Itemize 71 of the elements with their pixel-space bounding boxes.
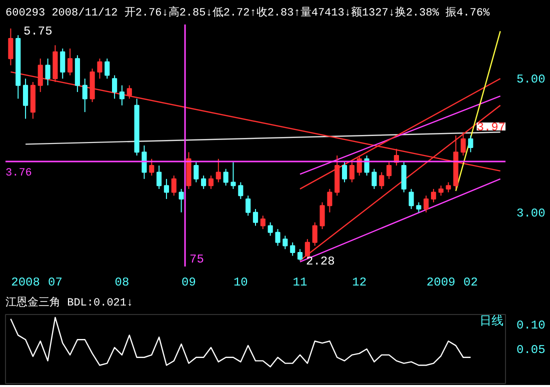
candlestick (194, 162, 199, 183)
candlestick (97, 58, 102, 80)
candlestick (408, 188, 414, 210)
candlestick (230, 162, 236, 190)
x-tick-label: 2009 (426, 276, 456, 290)
x-tick-label: 09 (182, 276, 196, 290)
candlestick (349, 162, 354, 183)
candlestick (312, 222, 318, 246)
candlestick (379, 172, 384, 190)
candlestick (252, 208, 258, 226)
y-tick-label: 0.10 (516, 318, 546, 332)
candlestick (401, 162, 406, 193)
ref-line-label: 3.76 (6, 168, 32, 180)
candlestick (223, 168, 228, 186)
candlestick (119, 84, 125, 106)
annotation: 75 (190, 252, 204, 266)
candlestick (275, 228, 280, 246)
candlestick (156, 165, 162, 190)
candlestick (460, 132, 466, 156)
x-tick-label: 10 (233, 276, 248, 290)
candlestick (8, 28, 14, 66)
candlestick (216, 158, 221, 183)
x-tick-label: 07 (48, 276, 62, 290)
candlestick (297, 248, 303, 261)
candlestick (104, 58, 110, 80)
candlestick (60, 48, 66, 80)
candlestick (260, 215, 266, 230)
chart-title: 江恩金三角 BDL:0.021↓ (6, 296, 134, 310)
candlestick (386, 162, 392, 180)
line-series (10, 316, 472, 368)
candlestick (22, 78, 28, 120)
x-tick-label: 2008 (11, 276, 40, 290)
candlestick (201, 175, 206, 190)
annotation: 5.75 (24, 24, 52, 38)
candlestick (208, 175, 214, 190)
annotation: 日线 (480, 314, 504, 328)
candlestick (364, 155, 370, 176)
candlestick (68, 48, 73, 76)
candlestick (112, 74, 118, 100)
candlestick (246, 195, 251, 216)
candlestick (290, 242, 296, 256)
x-tick-label: 02 (463, 276, 478, 290)
candlestick (320, 202, 325, 230)
candlestick (372, 168, 377, 190)
candlestick (282, 235, 288, 250)
candlestick (45, 58, 50, 86)
y-tick-label: 5.00 (516, 72, 546, 87)
annotation: 2.28 (306, 254, 335, 268)
candlestick (416, 202, 422, 213)
candlestick (126, 84, 132, 100)
y-tick-label: 0.05 (516, 343, 546, 357)
candlestick (468, 134, 474, 153)
candlestick (438, 185, 444, 196)
x-tick-label: 12 (352, 276, 367, 290)
candlestick (431, 188, 436, 203)
candlestick (238, 182, 244, 200)
candlestick (446, 182, 451, 193)
y-tick-label: 3.00 (516, 206, 546, 220)
candlestick (149, 158, 154, 176)
candlestick (424, 195, 429, 213)
x-tick-label: 08 (114, 276, 130, 290)
candlestick (142, 145, 147, 180)
candlestick (82, 78, 88, 113)
chart-title: 600293 2008/11/12 开2.76↓高2.85↓低2.72↑收2.83↑量47413↓额1327↓换2.38% 振4.76% (6, 6, 490, 20)
candlestick (327, 188, 332, 213)
candlestick (268, 222, 273, 236)
candlestick (171, 175, 176, 196)
candlestick (342, 162, 348, 183)
x-tick-label: 11 (292, 276, 308, 290)
candlestick (164, 178, 170, 200)
candlestick (178, 188, 184, 213)
